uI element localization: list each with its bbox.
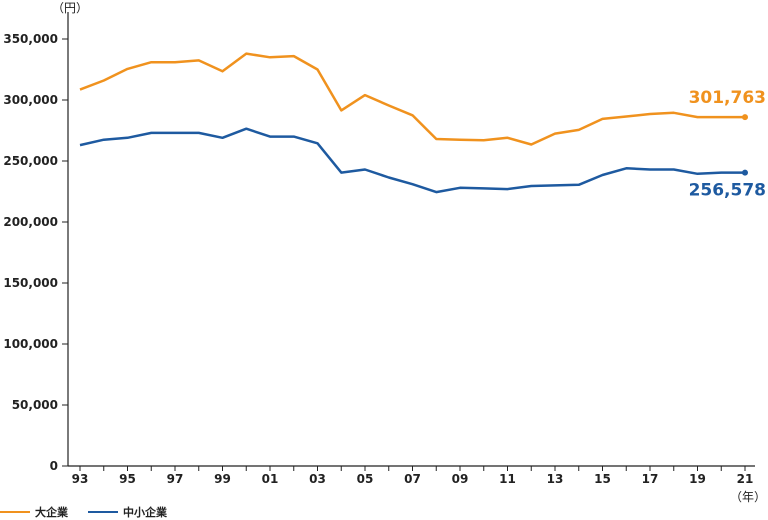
series-end-label-0: 301,763 [689,88,766,108]
legend-item-large: 大企業 [0,504,68,520]
y-tick-label: 150,000 [3,276,58,290]
y-axis-unit-label: （円） [52,1,88,15]
x-tick-label: 05 [357,472,374,486]
series-end-marker-0 [742,114,748,121]
series-line-1 [79,127,745,194]
y-tick-label: 350,000 [3,32,58,46]
y-tick-label: 0 [50,459,58,473]
x-tick-label: 99 [214,472,231,486]
y-tick-label: 300,000 [3,93,58,107]
series-lines [79,52,748,194]
x-axis-unit-label: （年） [730,490,766,504]
y-tick-label: 200,000 [3,215,58,229]
x-tick-label: 11 [499,472,516,486]
x-tick-label: 13 [547,472,564,486]
y-tick-label: 100,000 [3,337,58,351]
x-tick-label: 07 [404,472,421,486]
legend-label-sme: 中小企業 [123,506,167,519]
series-end-marker-1 [742,169,748,176]
y-tick-label: 250,000 [3,154,58,168]
x-tick-labels: 93 95 97 99 01 03 05 07 09 11 13 15 17 19 21 [72,466,754,486]
axes [67,12,755,467]
legend-item-sme: 中小企業 [88,504,167,520]
x-tick-label: 95 [119,472,136,486]
x-tick-label: 01 [262,472,279,486]
x-tick-label: 03 [309,472,326,486]
y-tick-labels: 0 50,000 100,000 150,000 200,000 250,000 300,0… [3,32,68,473]
legend-swatch-sme [88,511,118,513]
x-tick-label: 21 [737,472,754,486]
end-labels: 301,763 256,578 [689,88,766,201]
x-tick-label: 93 [72,472,89,486]
x-tick-label: 97 [167,472,184,486]
x-tick-label: 17 [642,472,659,486]
x-tick-label: 15 [594,472,611,486]
legend: 大企業 中小企業 [0,504,187,520]
legend-label-large: 大企業 [35,506,68,519]
series-end-label-1: 256,578 [689,181,766,201]
legend-swatch-large [0,511,30,513]
x-tick-label: 19 [689,472,706,486]
y-tick-label: 50,000 [12,398,58,412]
x-tick-label: 09 [452,472,469,486]
series-line-0 [79,52,745,146]
